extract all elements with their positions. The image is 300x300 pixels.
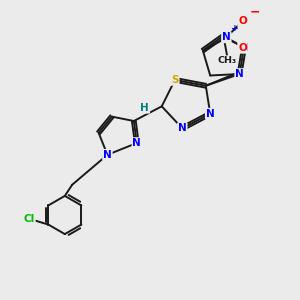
Text: N: N (103, 150, 112, 160)
Text: O: O (238, 16, 247, 26)
Text: N: N (235, 69, 244, 79)
Text: N: N (178, 123, 187, 134)
Text: N: N (132, 138, 141, 148)
Text: N: N (206, 109, 214, 119)
Text: +: + (231, 24, 239, 33)
Text: S: S (171, 75, 179, 85)
Text: N: N (222, 32, 231, 42)
Text: CH₃: CH₃ (218, 56, 236, 65)
Text: H: H (140, 103, 149, 113)
Text: Cl: Cl (24, 214, 35, 224)
Text: N: N (240, 43, 248, 52)
Text: −: − (250, 5, 260, 18)
Text: O: O (238, 43, 247, 52)
